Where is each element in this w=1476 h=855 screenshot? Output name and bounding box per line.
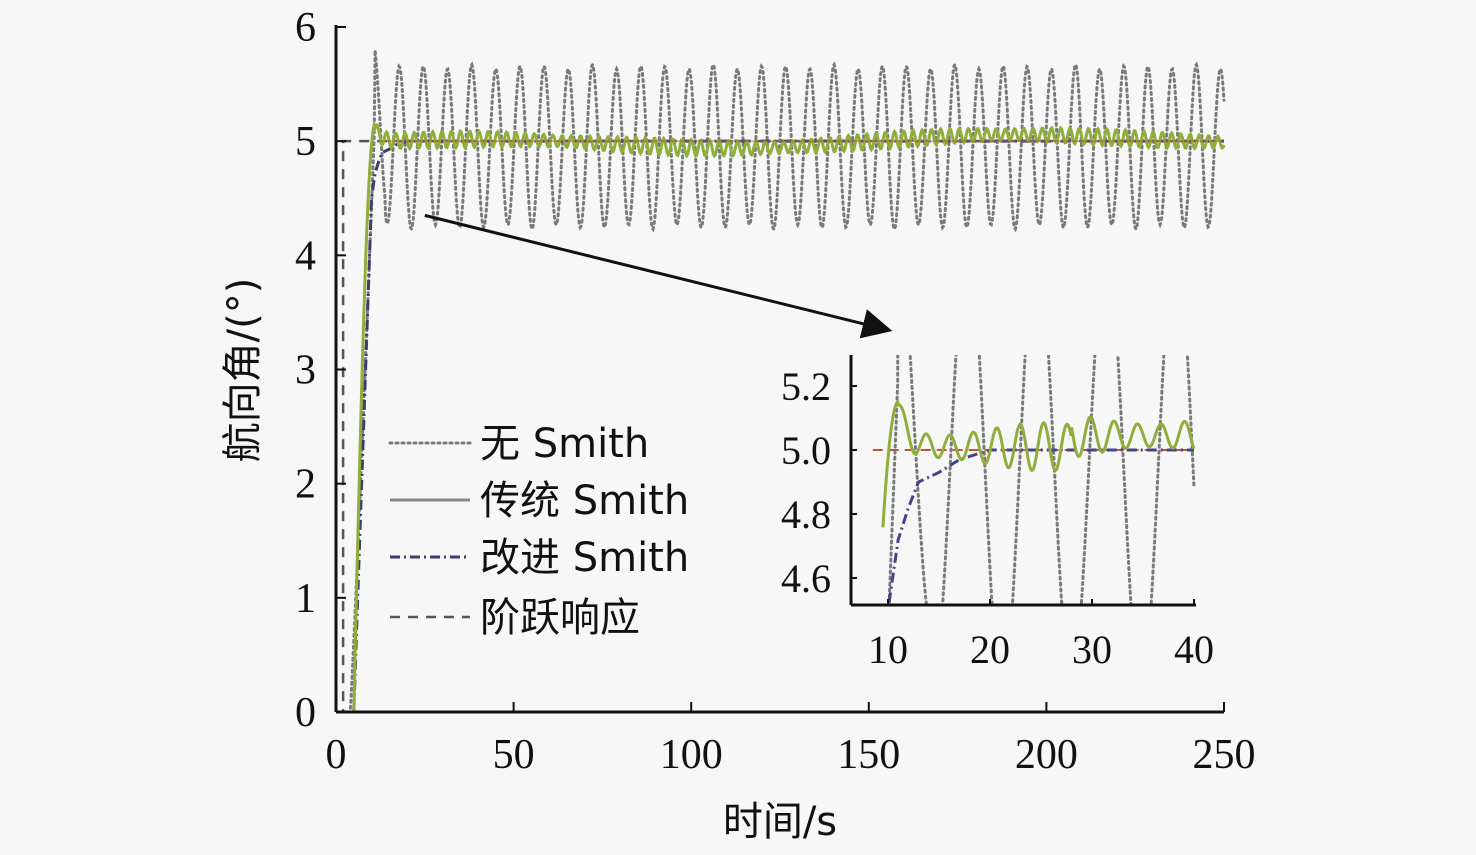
inset-y-tick-label: 5.0 <box>781 428 831 473</box>
y-tick-label: 0 <box>295 690 316 736</box>
inset-x-tick-label: 10 <box>868 627 908 672</box>
legend: 无 Smith 传统 Smith 改进 Smith 阶跃响应 <box>388 421 689 641</box>
y-tick-label: 5 <box>295 119 316 165</box>
inset-x-tick-label: 30 <box>1072 627 1112 672</box>
legend-label: 改进 Smith <box>480 535 689 581</box>
inset-x-tick-label: 40 <box>1174 627 1214 672</box>
main-plot-axes <box>334 25 1225 714</box>
x-tick-label: 100 <box>660 732 723 778</box>
y-tick-label: 3 <box>295 348 316 394</box>
legend-item: 改进 Smith <box>390 535 689 581</box>
legend-label: 传统 Smith <box>480 478 689 524</box>
x-tick-label: 150 <box>837 732 900 778</box>
series-no-smith <box>336 50 1226 714</box>
zoom-arrow <box>424 213 893 339</box>
legend-item: 无 Smith <box>388 421 649 467</box>
inset-plot-tick-labels: 10 20 30 40 4.6 4.8 5.0 5.2 <box>781 364 1214 672</box>
annotation-arrow-line <box>424 213 893 339</box>
x-tick-label: 200 <box>1015 732 1078 778</box>
y-tick-label: 2 <box>295 462 316 508</box>
inset-series-traditional-smith <box>881 399 1196 528</box>
legend-label: 无 Smith <box>480 421 649 467</box>
y-tick-label: 6 <box>295 5 316 51</box>
series-traditional-smith <box>336 119 1226 714</box>
x-tick-label: 50 <box>493 732 535 778</box>
inset-y-tick-label: 4.8 <box>781 492 831 537</box>
y-tick-label: 4 <box>295 233 316 279</box>
inset-background <box>851 352 1196 605</box>
inset-series-improved-smith <box>887 448 1194 605</box>
legend-item: 阶跃响应 <box>390 595 640 641</box>
x-tick-label: 0 <box>326 732 347 778</box>
inset-plot-axes <box>849 355 1196 607</box>
inset-x-tick-label: 20 <box>970 627 1010 672</box>
inset-y-tick-label: 5.2 <box>781 364 831 409</box>
y-axis-title: 航向角/(°) <box>220 278 266 463</box>
x-tick-label: 250 <box>1193 732 1256 778</box>
inset-y-tick-label: 4.6 <box>781 556 831 601</box>
x-axis-title: 时间/s <box>723 799 837 845</box>
y-tick-label: 1 <box>295 576 316 622</box>
main-plot-tick-labels: 0 50 100 150 200 250 0 1 2 3 4 5 6 <box>295 5 1256 778</box>
legend-item: 传统 Smith <box>390 478 689 524</box>
legend-label: 阶跃响应 <box>480 595 640 641</box>
